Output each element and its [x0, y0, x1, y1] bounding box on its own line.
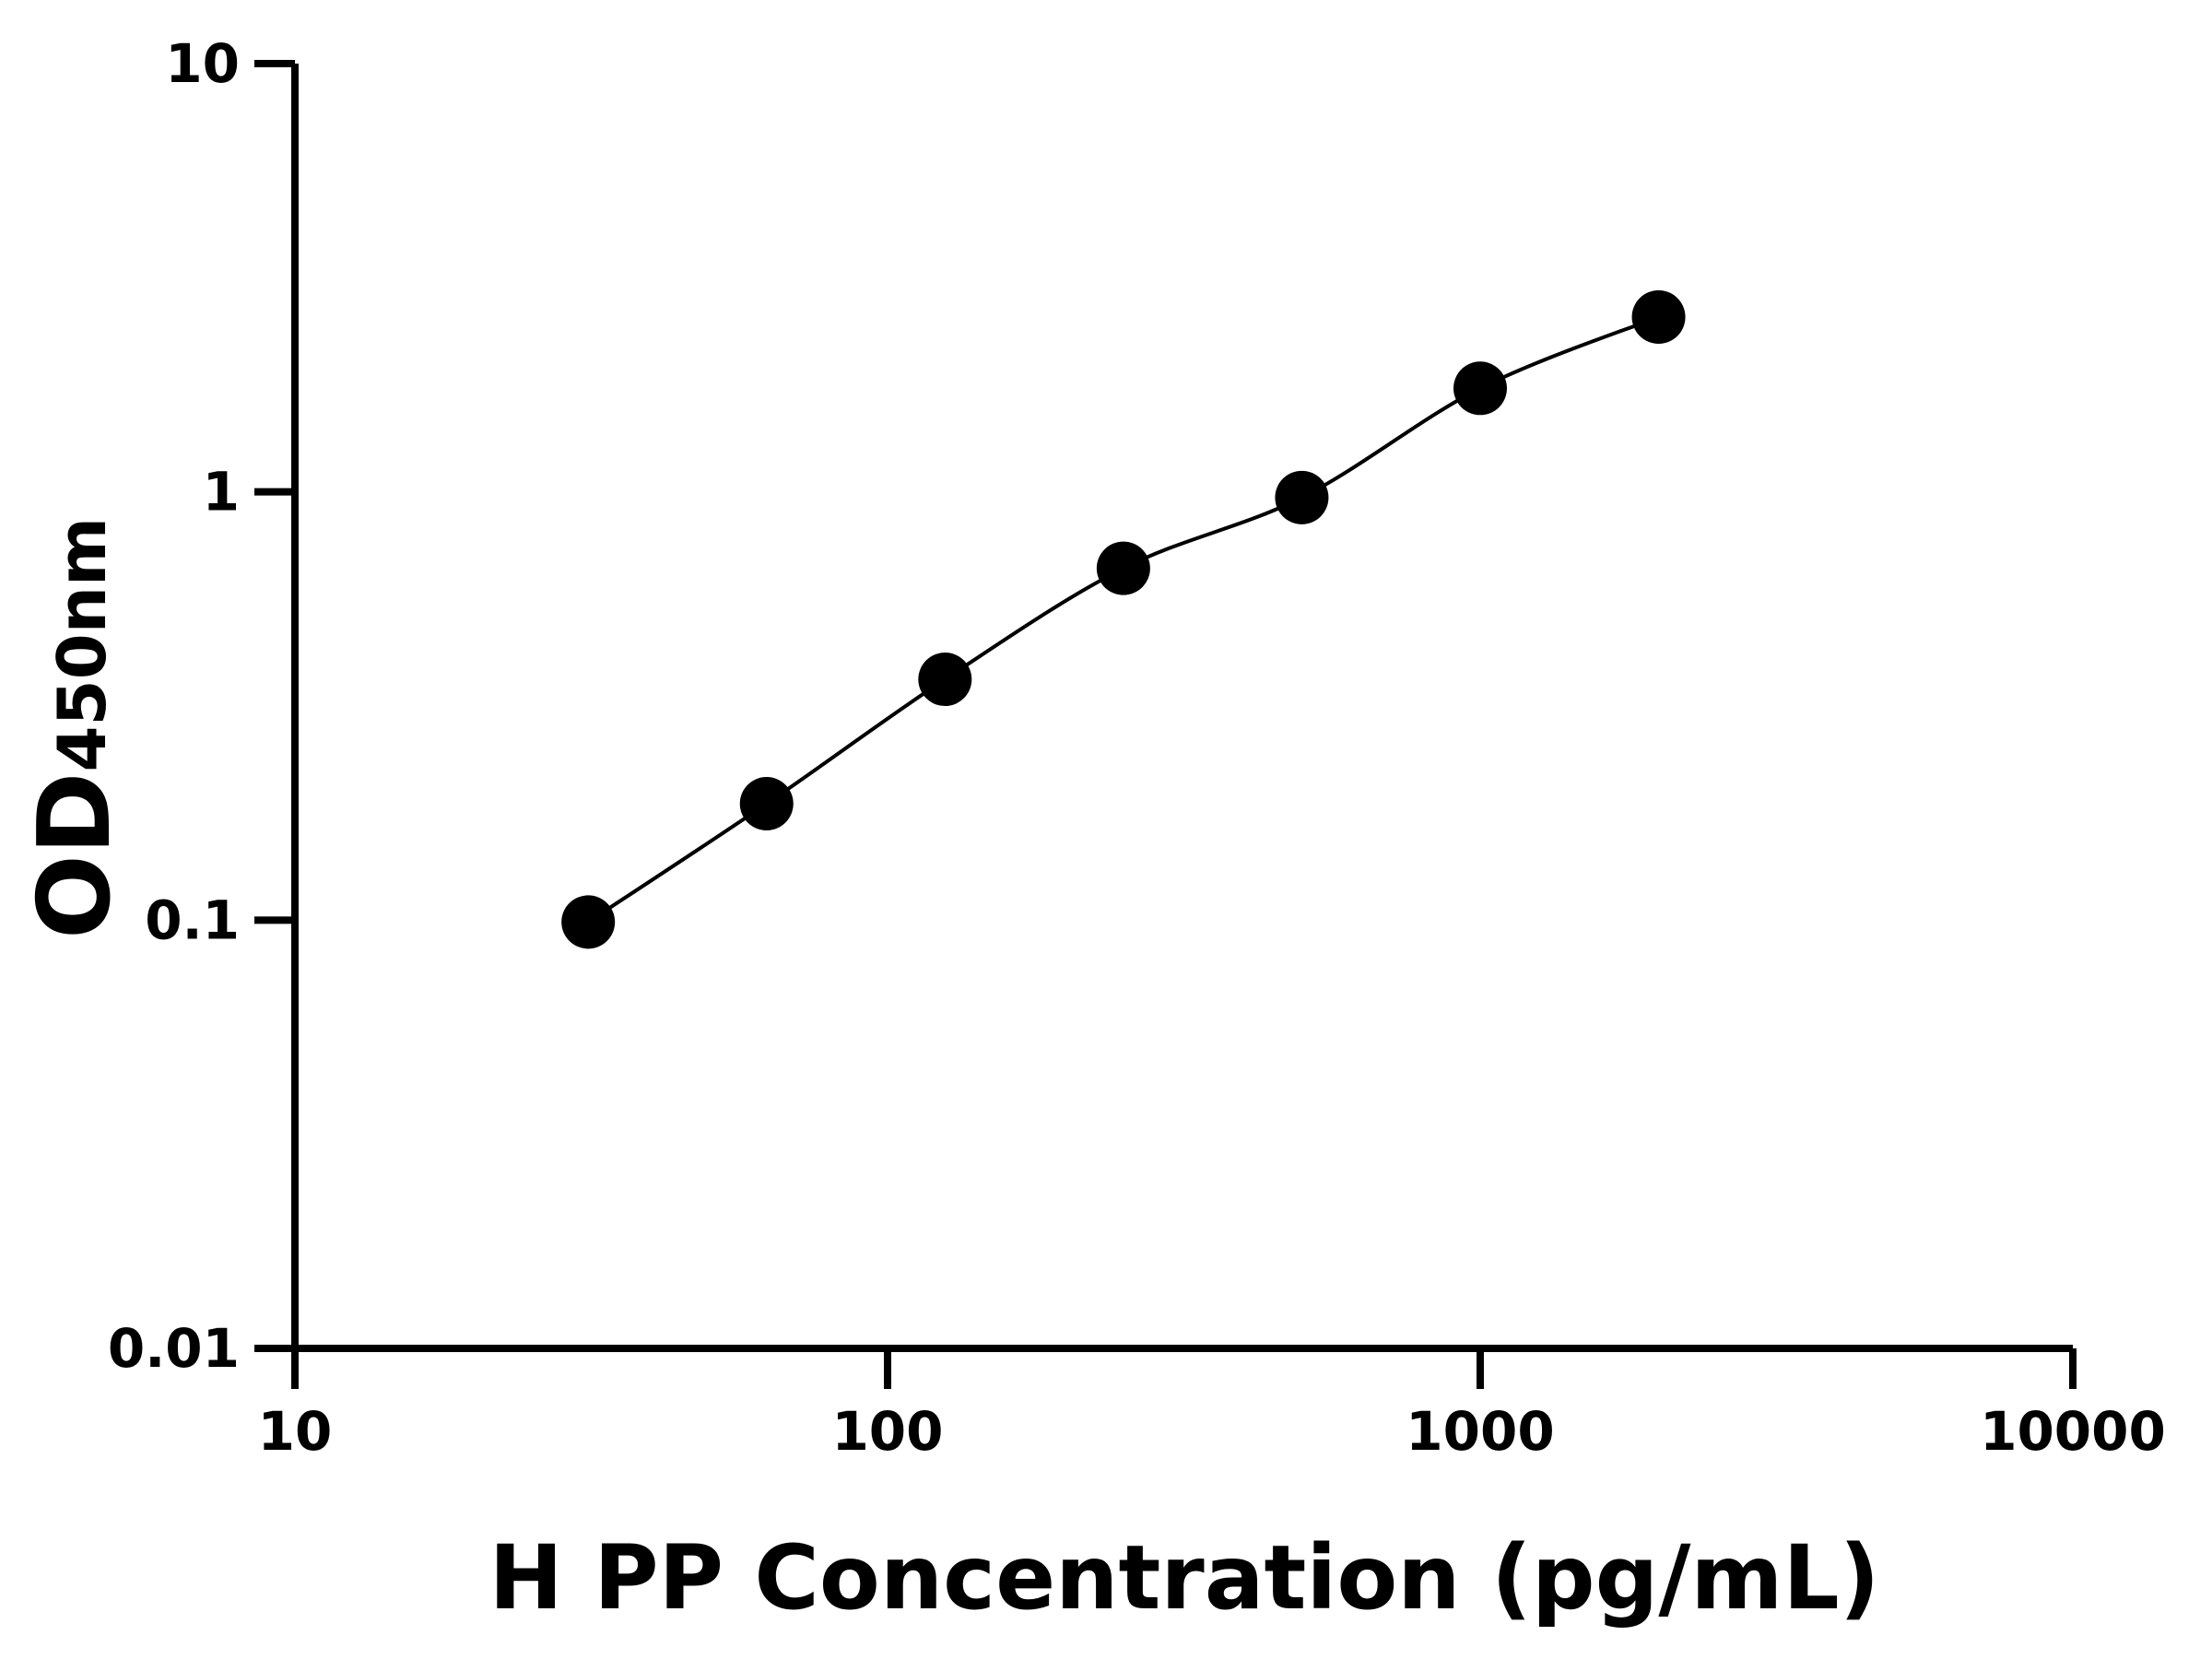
y-axis-label: OD450nm [18, 517, 133, 939]
x-tick-label: 10 [258, 1400, 333, 1463]
data-point [739, 777, 794, 831]
data-point [561, 895, 616, 949]
y-axis-label-sub: 450nm [43, 517, 121, 772]
data-point [1096, 541, 1150, 595]
ticks: 10 100 1000 10000 0.01 0.1 1 10 [108, 32, 2166, 1463]
y-axis-label-main: OD [18, 772, 133, 939]
y-tick-label: 0.1 [145, 888, 240, 951]
data-point [1275, 470, 1329, 524]
data-points [561, 289, 1686, 949]
y-tick-label: 1 [203, 461, 240, 524]
x-axis-label: H PP Concentration (pg/mL) [489, 1526, 1880, 1630]
data-point [918, 653, 972, 707]
x-tick-label: 1000 [1406, 1400, 1554, 1463]
data-point [1453, 361, 1507, 416]
x-tick-label: 100 [831, 1400, 943, 1463]
axes [291, 64, 2073, 1352]
x-tick-label: 10000 [1980, 1400, 2166, 1463]
y-tick-label: 10 [165, 32, 240, 95]
data-point [1631, 289, 1686, 344]
y-tick-label: 0.01 [108, 1317, 240, 1380]
